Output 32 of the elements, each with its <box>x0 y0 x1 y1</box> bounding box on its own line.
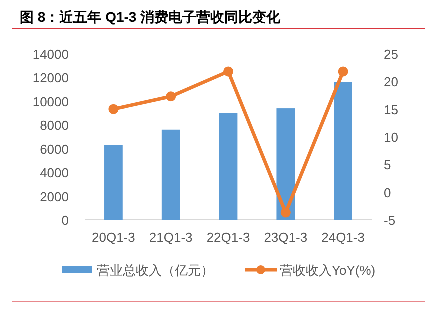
x-tick-label: 23Q1-3 <box>264 230 308 245</box>
y2-tick-label: 10 <box>384 130 398 145</box>
x-tick-label: 24Q1-3 <box>322 230 365 245</box>
y-tick-label: 12000 <box>32 70 69 86</box>
y-tick-label: 10000 <box>32 94 69 110</box>
y-tick-label: 0 <box>62 213 69 228</box>
y2-tick-label: 20 <box>384 74 398 90</box>
y-tick-label: 14000 <box>32 47 69 62</box>
y2-tick-label: 15 <box>384 102 398 118</box>
y2-tick-label: 0 <box>384 185 392 200</box>
y-tick-label: 6000 <box>40 142 69 157</box>
bar <box>162 130 180 220</box>
legend-label: 营收收入YoY(%) <box>280 263 376 278</box>
y-tick-label: 8000 <box>40 118 69 134</box>
point <box>224 66 234 77</box>
bar <box>334 82 352 220</box>
chart-title: 图 8：近五年 Q1-3 消费电子营收同比变化 <box>20 9 282 25</box>
x-tick-label: 21Q1-3 <box>149 230 193 245</box>
x-tick-label: 20Q1-3 <box>92 230 136 245</box>
bar <box>219 113 238 220</box>
y-tick-label: 4000 <box>40 166 69 181</box>
y2-tick-label: -5 <box>384 213 396 228</box>
y2-tick-label: 25 <box>384 47 398 62</box>
bar <box>104 145 123 220</box>
point <box>166 92 176 102</box>
y2-tick-label: 5 <box>384 158 392 173</box>
point <box>108 104 119 114</box>
point <box>280 208 291 218</box>
legend-label: 营业总收入（亿元） <box>97 263 214 278</box>
x-tick-label: 22Q1-3 <box>206 230 250 245</box>
point <box>338 66 348 77</box>
y-tick-label: 2000 <box>40 189 69 204</box>
